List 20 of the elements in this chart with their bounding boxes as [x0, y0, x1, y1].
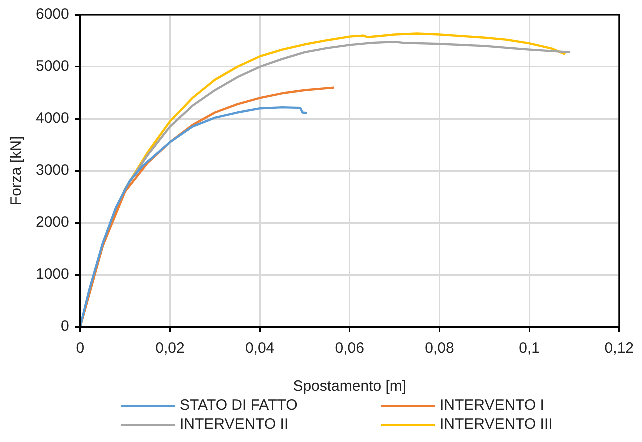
x-tick-label: 0 — [76, 340, 85, 358]
x-axis-title: Spostamento [m] — [293, 378, 407, 396]
x-tick-label: 0,1 — [519, 340, 540, 358]
legend-label: INTERVENTO II — [180, 415, 289, 434]
legend-label: INTERVENTO III — [440, 415, 553, 434]
x-tick-label: 0,04 — [245, 340, 275, 358]
y-tick-label: 4000 — [36, 110, 70, 128]
y-tick-label: 3000 — [36, 162, 70, 180]
legend-label: INTERVENTO I — [440, 396, 544, 415]
legend-label: STATO DI FATTO — [180, 396, 298, 415]
y-tick-label: 5000 — [36, 58, 70, 76]
y-axis-title: Forza [kN] — [8, 136, 26, 206]
y-tick-label: 6000 — [36, 6, 70, 24]
x-tick-label: 0,08 — [425, 340, 454, 358]
x-tick-label: 0,12 — [604, 340, 634, 358]
x-tick-label: 0,02 — [156, 340, 185, 358]
x-tick-label: 0,06 — [335, 340, 364, 358]
y-tick-label: 0 — [61, 318, 70, 336]
y-tick-label: 1000 — [36, 266, 70, 284]
y-tick-label: 2000 — [36, 214, 70, 232]
